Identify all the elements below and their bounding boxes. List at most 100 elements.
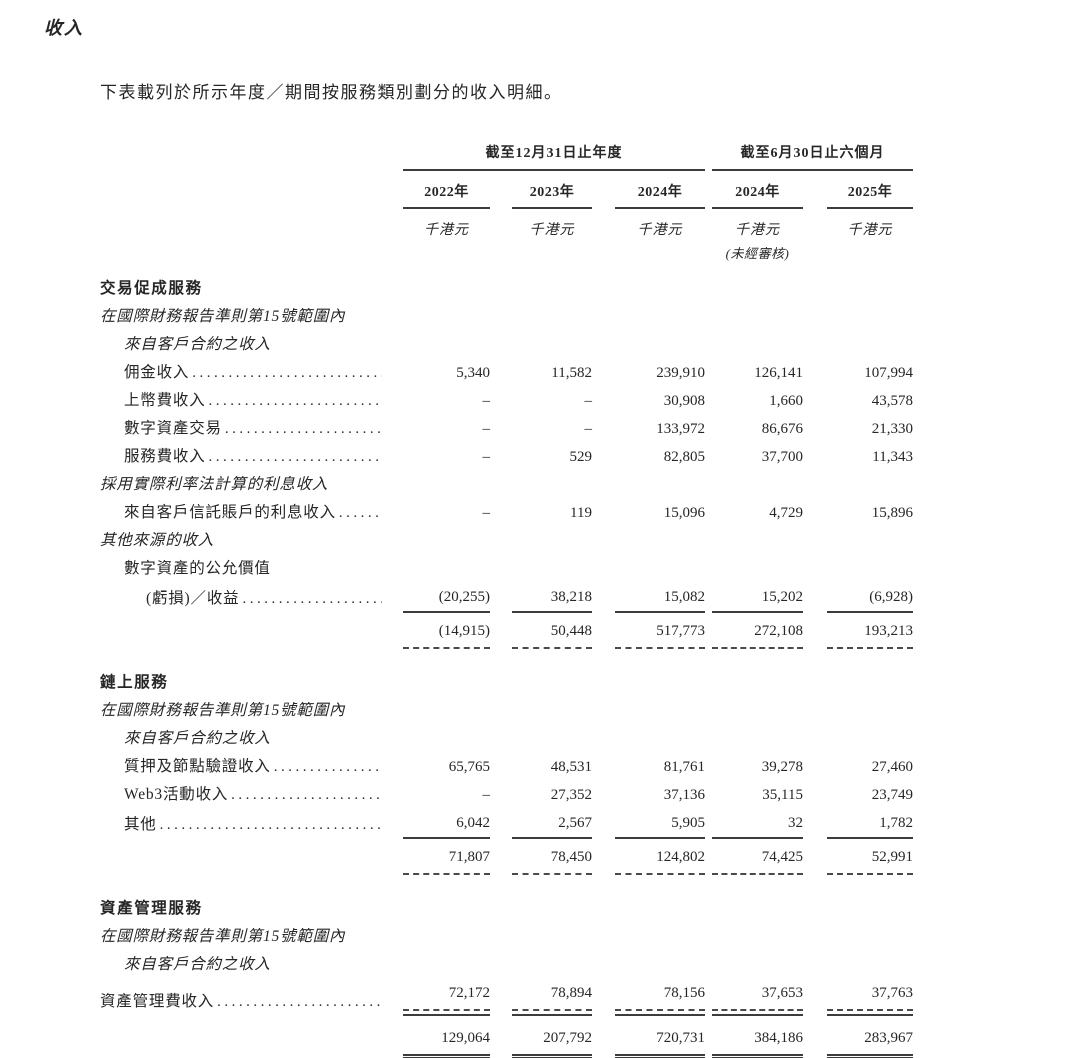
table-row: 資產管理服務 bbox=[100, 882, 913, 923]
empty-cell bbox=[390, 262, 913, 303]
row-label-text: 交易促成服務 bbox=[100, 280, 203, 297]
row-label-text: 來自客戶信託賬戶的利息收入 bbox=[124, 504, 336, 521]
value-text: 30,908 bbox=[663, 393, 705, 409]
row-label-text: 來自客戶合約之收入 bbox=[124, 336, 271, 353]
value-text: 119 bbox=[570, 505, 592, 521]
row-label: 在國際財務報告準則第15號範圍內 bbox=[100, 697, 390, 725]
value-text: 193,213 bbox=[827, 613, 913, 649]
table-row: 在國際財務報告準則第15號範圍內 bbox=[100, 923, 913, 951]
table-row: 上幣費收入 – – 30,908 1,660 43,578 bbox=[100, 387, 913, 415]
unit-label: 千港元 bbox=[637, 223, 683, 238]
value-cell: – bbox=[390, 443, 491, 471]
value-text: 78,450 bbox=[512, 839, 592, 875]
value-cell: 82,805 bbox=[592, 443, 705, 471]
value-cell: 384,186 bbox=[705, 1016, 803, 1058]
row-label bbox=[100, 613, 390, 656]
table-row: 鏈上服務 bbox=[100, 656, 913, 697]
value-text: 15,202 bbox=[712, 583, 803, 613]
table-row: 來自客戶合約之收入 bbox=[100, 951, 913, 979]
value-text: 207,792 bbox=[543, 1030, 592, 1046]
double-rule bbox=[615, 1054, 705, 1058]
value-text: 1,782 bbox=[827, 809, 913, 839]
value-text: 39,278 bbox=[761, 759, 803, 775]
row-label: 來自客戶合約之收入 bbox=[100, 725, 390, 753]
value-text: – bbox=[584, 421, 593, 437]
value-cell: 517,773 bbox=[592, 613, 705, 656]
value-cell: 239,910 bbox=[592, 359, 705, 387]
value-text: 5,905 bbox=[615, 809, 705, 839]
value-cell: 78,156 bbox=[592, 979, 705, 1016]
dot-leader bbox=[231, 785, 382, 805]
empty-cell bbox=[390, 923, 913, 951]
empty-cell bbox=[390, 882, 913, 923]
solid-rule bbox=[827, 1011, 913, 1016]
row-label-text: 資產管理費收入 bbox=[100, 993, 215, 1010]
value-cell: 133,972 bbox=[592, 415, 705, 443]
year-label: 2022年 bbox=[403, 171, 490, 209]
row-label: 鏈上服務 bbox=[100, 656, 390, 697]
value-cell: 15,896 bbox=[803, 499, 913, 527]
row-label-text: 在國際財務報告準則第15號範圍內 bbox=[100, 928, 346, 945]
value-cell: 193,213 bbox=[803, 613, 913, 656]
header-spacer bbox=[100, 171, 390, 209]
row-label: 來自客戶合約之收入 bbox=[100, 331, 390, 359]
value-text: 6,042 bbox=[403, 809, 490, 839]
value-text: 126,141 bbox=[754, 365, 803, 381]
value-cell: 15,202 bbox=[705, 583, 803, 613]
solid-rule bbox=[712, 1011, 803, 1016]
row-label: 採用實際利率法計算的利息收入 bbox=[100, 471, 390, 499]
value-text: 71,807 bbox=[403, 839, 490, 875]
value-text: 517,773 bbox=[615, 613, 705, 649]
value-text: 50,448 bbox=[512, 613, 592, 649]
row-label: 資產管理費收入 bbox=[100, 979, 390, 1016]
value-cell: 207,792 bbox=[490, 1016, 592, 1058]
value-cell: 119 bbox=[490, 499, 592, 527]
year-label: 2025年 bbox=[827, 171, 913, 209]
row-label bbox=[100, 839, 390, 882]
value-cell: 27,460 bbox=[803, 753, 913, 781]
row-label-text: 其他 bbox=[124, 816, 157, 833]
dot-leader bbox=[242, 589, 382, 609]
value-text: 86,676 bbox=[761, 421, 803, 437]
value-cell: 124,802 bbox=[592, 839, 705, 882]
value-text: 27,460 bbox=[871, 759, 913, 775]
row-label-text: 在國際財務報告準則第15號範圍內 bbox=[100, 308, 346, 325]
value-cell: 65,765 bbox=[390, 753, 490, 781]
value-cell: 78,894 bbox=[490, 979, 592, 1016]
empty-cell bbox=[390, 527, 913, 555]
row-label bbox=[100, 1016, 390, 1058]
row-label-text: 資產管理服務 bbox=[100, 900, 203, 917]
value-cell: 37,653 bbox=[705, 979, 803, 1016]
value-text: – bbox=[482, 787, 491, 803]
value-text: 2,567 bbox=[512, 809, 592, 839]
double-rule bbox=[827, 1054, 913, 1058]
row-label-text: (虧損)／收益 bbox=[146, 590, 240, 607]
value-cell: 1,782 bbox=[803, 809, 913, 839]
table-row: 交易促成服務 bbox=[100, 262, 913, 303]
value-cell: 11,343 bbox=[803, 443, 913, 471]
value-text: 384,186 bbox=[754, 1030, 803, 1046]
table-row: 數字資產交易 – – 133,972 86,676 21,330 bbox=[100, 415, 913, 443]
row-label-text: 採用實際利率法計算的利息收入 bbox=[100, 476, 329, 493]
value-cell: 81,761 bbox=[592, 753, 705, 781]
value-text: 107,994 bbox=[864, 365, 913, 381]
empty-cell bbox=[390, 951, 913, 979]
solid-rule bbox=[403, 1011, 490, 1016]
header-year-row: 2022年 2023年 2024年 2024年 2025年 bbox=[100, 171, 913, 209]
table-row: 數字資產的公允價值 bbox=[100, 555, 913, 583]
row-label-text: 來自客戶合約之收入 bbox=[124, 956, 271, 973]
value-text: 72,172 bbox=[403, 979, 490, 1011]
period-group-cell: 截至6月30日止六個月 bbox=[705, 142, 913, 171]
row-label: 上幣費收入 bbox=[100, 387, 390, 415]
value-text: (14,915) bbox=[403, 613, 490, 649]
dot-leader bbox=[160, 815, 382, 835]
table-row: 129,064 207,792 720,731 384,186 283,967 bbox=[100, 1016, 913, 1058]
row-label-text: 數字資產的公允價值 bbox=[124, 560, 271, 577]
year-label: 2024年 bbox=[712, 171, 803, 209]
dot-leader bbox=[274, 757, 382, 777]
value-text: 133,972 bbox=[656, 421, 705, 437]
value-cell: 38,218 bbox=[490, 583, 592, 613]
value-cell: 6,042 bbox=[390, 809, 490, 839]
value-text: 52,991 bbox=[827, 839, 913, 875]
